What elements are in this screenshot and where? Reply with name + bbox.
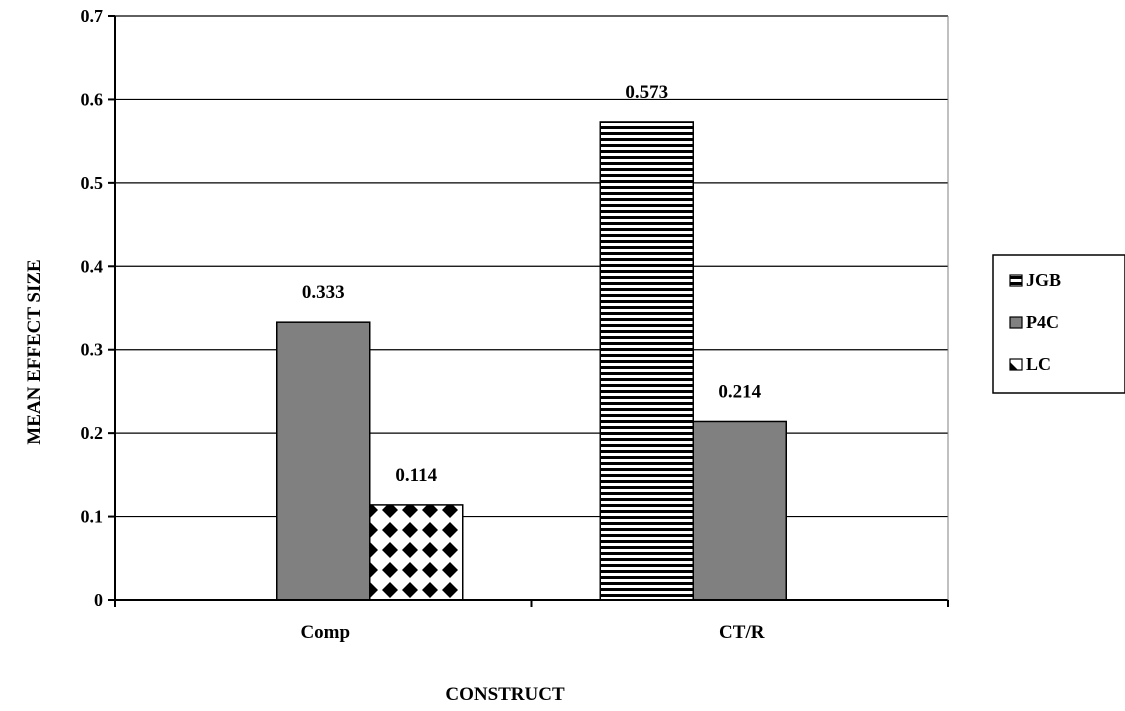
bar-lc-comp <box>369 504 464 601</box>
bar-p4c-comp <box>276 321 371 601</box>
x-category-labels: Comp CT/R <box>300 622 764 643</box>
y-tick-label: 0 <box>94 590 103 610</box>
y-tick-label: 0.3 <box>81 340 104 360</box>
axes <box>108 15 949 607</box>
y-tick-label: 0.5 <box>81 173 104 193</box>
data-label: 0.114 <box>395 465 437 486</box>
y-tick-label: 0.7 <box>81 6 104 26</box>
legend-label-jgb: JGB <box>1026 270 1061 290</box>
legend-swatch-lc <box>1009 358 1023 371</box>
y-tick-label: 0.6 <box>81 89 104 109</box>
data-labels: 0.333 0.114 0.573 0.214 <box>302 82 762 486</box>
y-tick-label: 0.1 <box>81 507 104 527</box>
gridlines <box>115 15 948 518</box>
legend-label-p4c: P4C <box>1026 312 1059 332</box>
data-label: 0.573 <box>625 82 668 103</box>
legend-swatch-jgb <box>1009 274 1023 287</box>
y-tick-label: 0.2 <box>81 423 104 443</box>
bar-p4c-ctr <box>692 420 787 601</box>
x-category-label: CT/R <box>719 622 765 643</box>
y-tick-label: 0.4 <box>81 256 104 276</box>
bars <box>276 121 787 601</box>
y-axis-title: MEAN EFFECT SIZE <box>24 259 45 444</box>
legend-label-lc: LC <box>1026 354 1051 374</box>
data-label: 0.214 <box>718 381 761 402</box>
bar-jgb-ctr <box>599 121 694 601</box>
x-category-label: Comp <box>300 622 350 643</box>
x-axis-title: CONSTRUCT <box>445 684 565 705</box>
data-label: 0.333 <box>302 282 345 303</box>
y-tick-labels: 0 0.1 0.2 0.3 0.4 0.5 0.6 0.7 <box>81 6 104 610</box>
legend: JGB P4C LC <box>992 254 1125 394</box>
legend-swatch-p4c <box>1009 316 1023 329</box>
